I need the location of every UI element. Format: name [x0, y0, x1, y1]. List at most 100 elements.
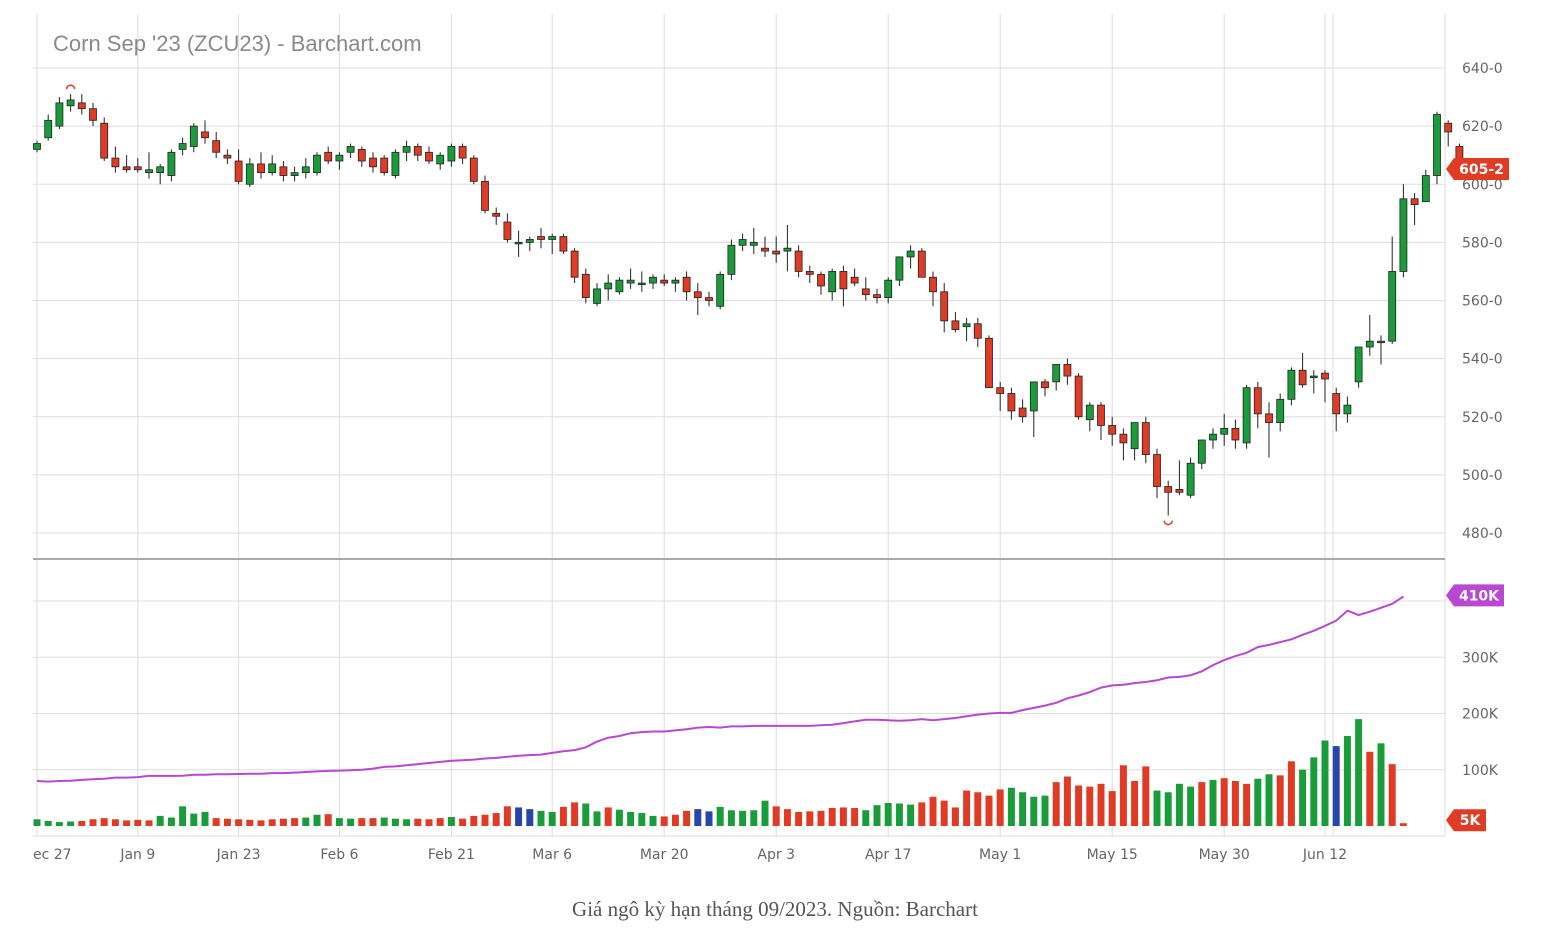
volume-bar: [1254, 778, 1262, 826]
volume-bar: [123, 820, 131, 826]
candlestick: [581, 268, 590, 304]
candle-body: [1276, 398, 1285, 423]
candlestick: [223, 149, 232, 164]
volume-bar: [828, 808, 836, 826]
candle-body: [189, 125, 198, 147]
volume-bar: [615, 809, 623, 826]
volume-bar: [1153, 790, 1161, 826]
volume-bar: [1276, 775, 1284, 826]
candlestick: [783, 224, 792, 272]
candle-body: [514, 241, 523, 245]
candle-body: [122, 166, 131, 171]
candle-body: [895, 256, 904, 281]
candlestick: [89, 102, 97, 127]
volume-bar: [459, 818, 467, 826]
candle-body: [234, 160, 243, 182]
candlestick: [66, 94, 75, 112]
volume-bar: [1097, 783, 1105, 826]
volume-bar: [279, 818, 287, 826]
candlestick: [122, 155, 131, 173]
volume-bar: [257, 820, 265, 826]
candlestick: [458, 143, 467, 164]
candlestick: [1421, 169, 1430, 203]
candle-body: [402, 146, 411, 153]
candle-body: [884, 279, 893, 298]
volume-bar: [33, 819, 41, 826]
price-tick-label: 580-0: [1462, 235, 1503, 251]
candle-body: [357, 148, 366, 162]
volume-bar: [940, 800, 948, 826]
open-interest-tag-background: [1446, 584, 1504, 607]
figure-caption: Giá ngô kỳ hạn tháng 09/2023. Nguồn: Bar…: [572, 897, 978, 921]
candlestick: [290, 166, 299, 182]
price-tick-label: 600-0: [1462, 177, 1503, 193]
candlestick: [257, 152, 265, 179]
candle-body: [223, 154, 232, 159]
candle-body: [817, 273, 825, 287]
candle-body: [1220, 427, 1229, 435]
candle-body: [929, 276, 937, 293]
volume-bar: [571, 802, 579, 826]
price-tick-label: 520-0: [1462, 410, 1503, 426]
last-price-tag-background: [1446, 157, 1509, 180]
candlestick: [1074, 373, 1083, 420]
candlestick: [268, 155, 277, 176]
candle-body: [839, 271, 848, 290]
last-price-tag: 605-2: [1446, 157, 1509, 180]
volume-tag: 5K: [1446, 809, 1486, 832]
candlestick: [1041, 378, 1049, 397]
candlestick: [1242, 384, 1251, 449]
price-axis-tick-labels: 480-0 500-0 520-0 540-0 560-0 580-0 600-0 620-0…: [1462, 61, 1503, 542]
candlestick: [850, 268, 859, 286]
candle-body: [1444, 122, 1453, 133]
x-axis-tick-labels: ec 27 Jan 9 Jan 23 Feb 6 Feb 21 Mar 6 Mar 20 Ap…: [33, 847, 1347, 863]
candle-body: [301, 166, 310, 174]
volume-bar: [1187, 786, 1195, 826]
volume-bar: [839, 807, 847, 826]
volume-bar: [100, 818, 108, 826]
volume-bar: [851, 808, 859, 826]
price-tick-label: 640-0: [1462, 61, 1503, 77]
candle-body: [1085, 404, 1094, 421]
volume-bar: [739, 810, 747, 826]
candle-body: [850, 276, 859, 284]
candle-body: [671, 279, 680, 284]
candle-body: [167, 151, 176, 176]
price-tick-label: 540-0: [1462, 352, 1503, 368]
candle-body: [1007, 393, 1016, 412]
candlestick: [1298, 352, 1307, 388]
candlestick: [1108, 416, 1117, 446]
volume-bar: [1355, 719, 1363, 826]
candle-body: [335, 154, 344, 162]
volume-bar: [403, 819, 411, 826]
candle-body: [111, 157, 120, 168]
volume-bar: [1007, 787, 1015, 826]
candlestick: [839, 265, 848, 307]
volume-bar: [1030, 796, 1038, 826]
candlestick: [77, 94, 86, 115]
candlestick: [1332, 387, 1341, 432]
candle-body: [1231, 427, 1240, 441]
volume-bar: [201, 811, 209, 826]
candle-body: [413, 146, 422, 156]
x-tick-label: May 15: [1087, 847, 1138, 863]
candle-body: [279, 166, 288, 176]
candlestick: [996, 381, 1005, 411]
candle-body: [1153, 454, 1161, 487]
candlestick: [1085, 402, 1094, 432]
candlestick: [693, 283, 702, 316]
period-low-marker: [1163, 520, 1173, 526]
candlestick: [279, 161, 288, 182]
candlestick: [1231, 419, 1240, 449]
candlestick: [100, 117, 109, 161]
candlestick: [593, 283, 601, 307]
volume-bar: [447, 817, 455, 826]
candlestick: [917, 248, 926, 278]
volume-bar: [537, 810, 545, 826]
candle-body: [1209, 433, 1217, 441]
candle-body: [245, 163, 254, 185]
candlestick: [895, 256, 904, 286]
candlestick: [1399, 184, 1408, 278]
candle-body: [548, 236, 557, 240]
volume-bar: [1086, 786, 1094, 826]
